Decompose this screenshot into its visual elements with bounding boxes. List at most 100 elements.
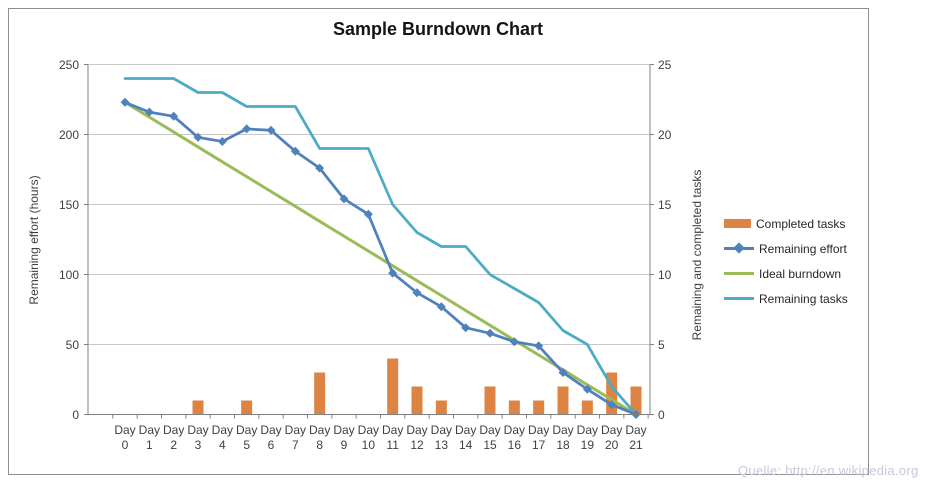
x-axis-tick-label: Day	[577, 423, 598, 437]
x-axis-tick-label: 13	[435, 438, 449, 452]
x-axis-tick-label: 17	[532, 438, 546, 452]
completed-tasks-bar	[508, 400, 520, 415]
diamond-marker-icon	[582, 384, 592, 394]
diamond-marker-icon	[193, 132, 203, 142]
x-axis-tick-label: Day	[212, 423, 233, 437]
right-axis-tick-label: 20	[658, 128, 672, 142]
x-axis-tick-label: Day	[504, 423, 525, 437]
x-axis-tick-label: 12	[410, 438, 424, 452]
completed-tasks-bar	[314, 372, 326, 415]
right-axis-tick-label: 0	[658, 408, 665, 422]
x-axis-tick-label: 21	[629, 438, 643, 452]
diamond-marker-icon	[266, 125, 276, 135]
x-axis-tick-label: Day	[358, 423, 379, 437]
legend-item-ideal-burndown: Ideal burndown	[724, 261, 848, 286]
diamond-marker-icon	[534, 341, 544, 351]
x-axis-tick-label: 8	[316, 438, 323, 452]
completed-tasks-bar	[630, 386, 642, 415]
diamond-marker-icon	[169, 111, 179, 121]
x-axis-tick-label: 3	[195, 438, 202, 452]
x-axis-tick-label: 9	[341, 438, 348, 452]
right-axis-tick-label: 25	[658, 58, 672, 72]
diamond-marker-icon	[509, 337, 519, 347]
x-axis-tick-label: Day	[406, 423, 427, 437]
completed-tasks-bar	[606, 372, 618, 415]
x-axis-tick-label: 15	[483, 438, 497, 452]
x-axis-tick-label: Day	[236, 423, 257, 437]
x-axis-tick-label: Day	[431, 423, 452, 437]
x-axis-tick-label: Day	[479, 423, 500, 437]
diamond-marker-icon	[558, 368, 568, 377]
remaining-tasks-line	[123, 77, 638, 416]
diamond-marker-icon	[436, 302, 446, 312]
legend-label: Completed tasks	[756, 216, 846, 231]
x-axis-tick-label: Day	[309, 423, 330, 437]
right-axis-tick-label: 10	[658, 268, 672, 282]
left-axis-tick-label: 0	[72, 408, 79, 422]
gridlines	[88, 64, 650, 345]
x-axis-tick-label: 16	[508, 438, 522, 452]
ideal-burndown-line	[123, 100, 638, 416]
completed-tasks-bar	[411, 386, 423, 415]
x-axis-tick-label: Day	[528, 423, 549, 437]
completed-tasks-bar	[387, 358, 399, 415]
diamond-marker-icon	[363, 209, 373, 219]
completed-tasks-swatch-icon	[724, 219, 751, 228]
x-axis-tick-label: Day	[139, 423, 160, 437]
left-axis-tick-label: 100	[59, 268, 79, 282]
x-axis-tick-label: Day	[114, 423, 135, 437]
x-axis-tick-label: Day	[163, 423, 184, 437]
x-axis-tick-label: Day	[285, 423, 306, 437]
legend-item-remaining-effort: Remaining effort	[724, 236, 848, 261]
left-axis-tick-label: 250	[59, 58, 79, 72]
diamond-marker-icon	[607, 400, 617, 410]
axes	[84, 64, 654, 419]
completed-tasks-bars	[192, 358, 642, 415]
right-axis-tick-label: 15	[658, 198, 672, 212]
legend-item-completed-tasks: Completed tasks	[724, 211, 848, 236]
x-axis-tick-label: 6	[268, 438, 275, 452]
completed-tasks-bar	[533, 400, 545, 415]
diamond-marker-icon	[242, 124, 252, 134]
right-axis-tick-label: 5	[658, 338, 665, 352]
x-axis-tick-label: 11	[386, 438, 399, 452]
legend-label: Remaining tasks	[759, 291, 848, 306]
completed-tasks-bar	[241, 400, 253, 415]
completed-tasks-bar	[435, 400, 447, 415]
x-axis-tick-label: 14	[459, 438, 473, 452]
x-axis-tick-label: 4	[219, 438, 226, 452]
x-axis-tick-label: 19	[581, 438, 595, 452]
x-axis-tick-label: Day	[455, 423, 476, 437]
completed-tasks-bar	[484, 386, 496, 415]
diamond-marker-icon	[144, 107, 154, 117]
diamond-marker-icon	[290, 146, 300, 156]
diamond-marker-icon	[120, 97, 130, 107]
x-axis-tick-label: Day	[187, 423, 208, 437]
chart-title: Sample Burndown Chart	[332, 19, 543, 39]
legend-item-remaining-tasks: Remaining tasks	[724, 286, 848, 311]
x-axis-tick-label: Day	[260, 423, 281, 437]
ideal-burndown-swatch-icon	[724, 272, 754, 275]
completed-tasks-bar	[581, 400, 593, 415]
x-axis-tick-label: 20	[605, 438, 619, 452]
x-axis-tick-label: 2	[170, 438, 177, 452]
x-axis-tick-label: Day	[333, 423, 354, 437]
diamond-marker-icon	[315, 163, 325, 173]
x-axis-tick-label: 10	[362, 438, 376, 452]
diamond-marker-icon	[217, 137, 227, 146]
x-axis-tick-label: Day	[552, 423, 573, 437]
tick-labels: 0501001502002500510152025Day0Day1Day2Day…	[59, 58, 672, 452]
left-axis-tick-label: 150	[59, 198, 79, 212]
completed-tasks-bar	[557, 386, 569, 415]
completed-tasks-bar	[192, 400, 204, 415]
remaining-effort-swatch-icon	[724, 242, 754, 254]
legend: Completed tasks Remaining effort Ideal b…	[724, 211, 848, 311]
diamond-marker-icon	[485, 328, 495, 338]
left-axis-tick-label: 200	[59, 128, 79, 142]
source-watermark: Quelle: http://en.wikipedia.org	[738, 463, 919, 478]
x-axis-tick-label: Day	[601, 423, 622, 437]
chart-frame	[8, 8, 869, 475]
x-axis-tick-label: 18	[556, 438, 570, 452]
remaining-effort-line	[123, 100, 638, 416]
